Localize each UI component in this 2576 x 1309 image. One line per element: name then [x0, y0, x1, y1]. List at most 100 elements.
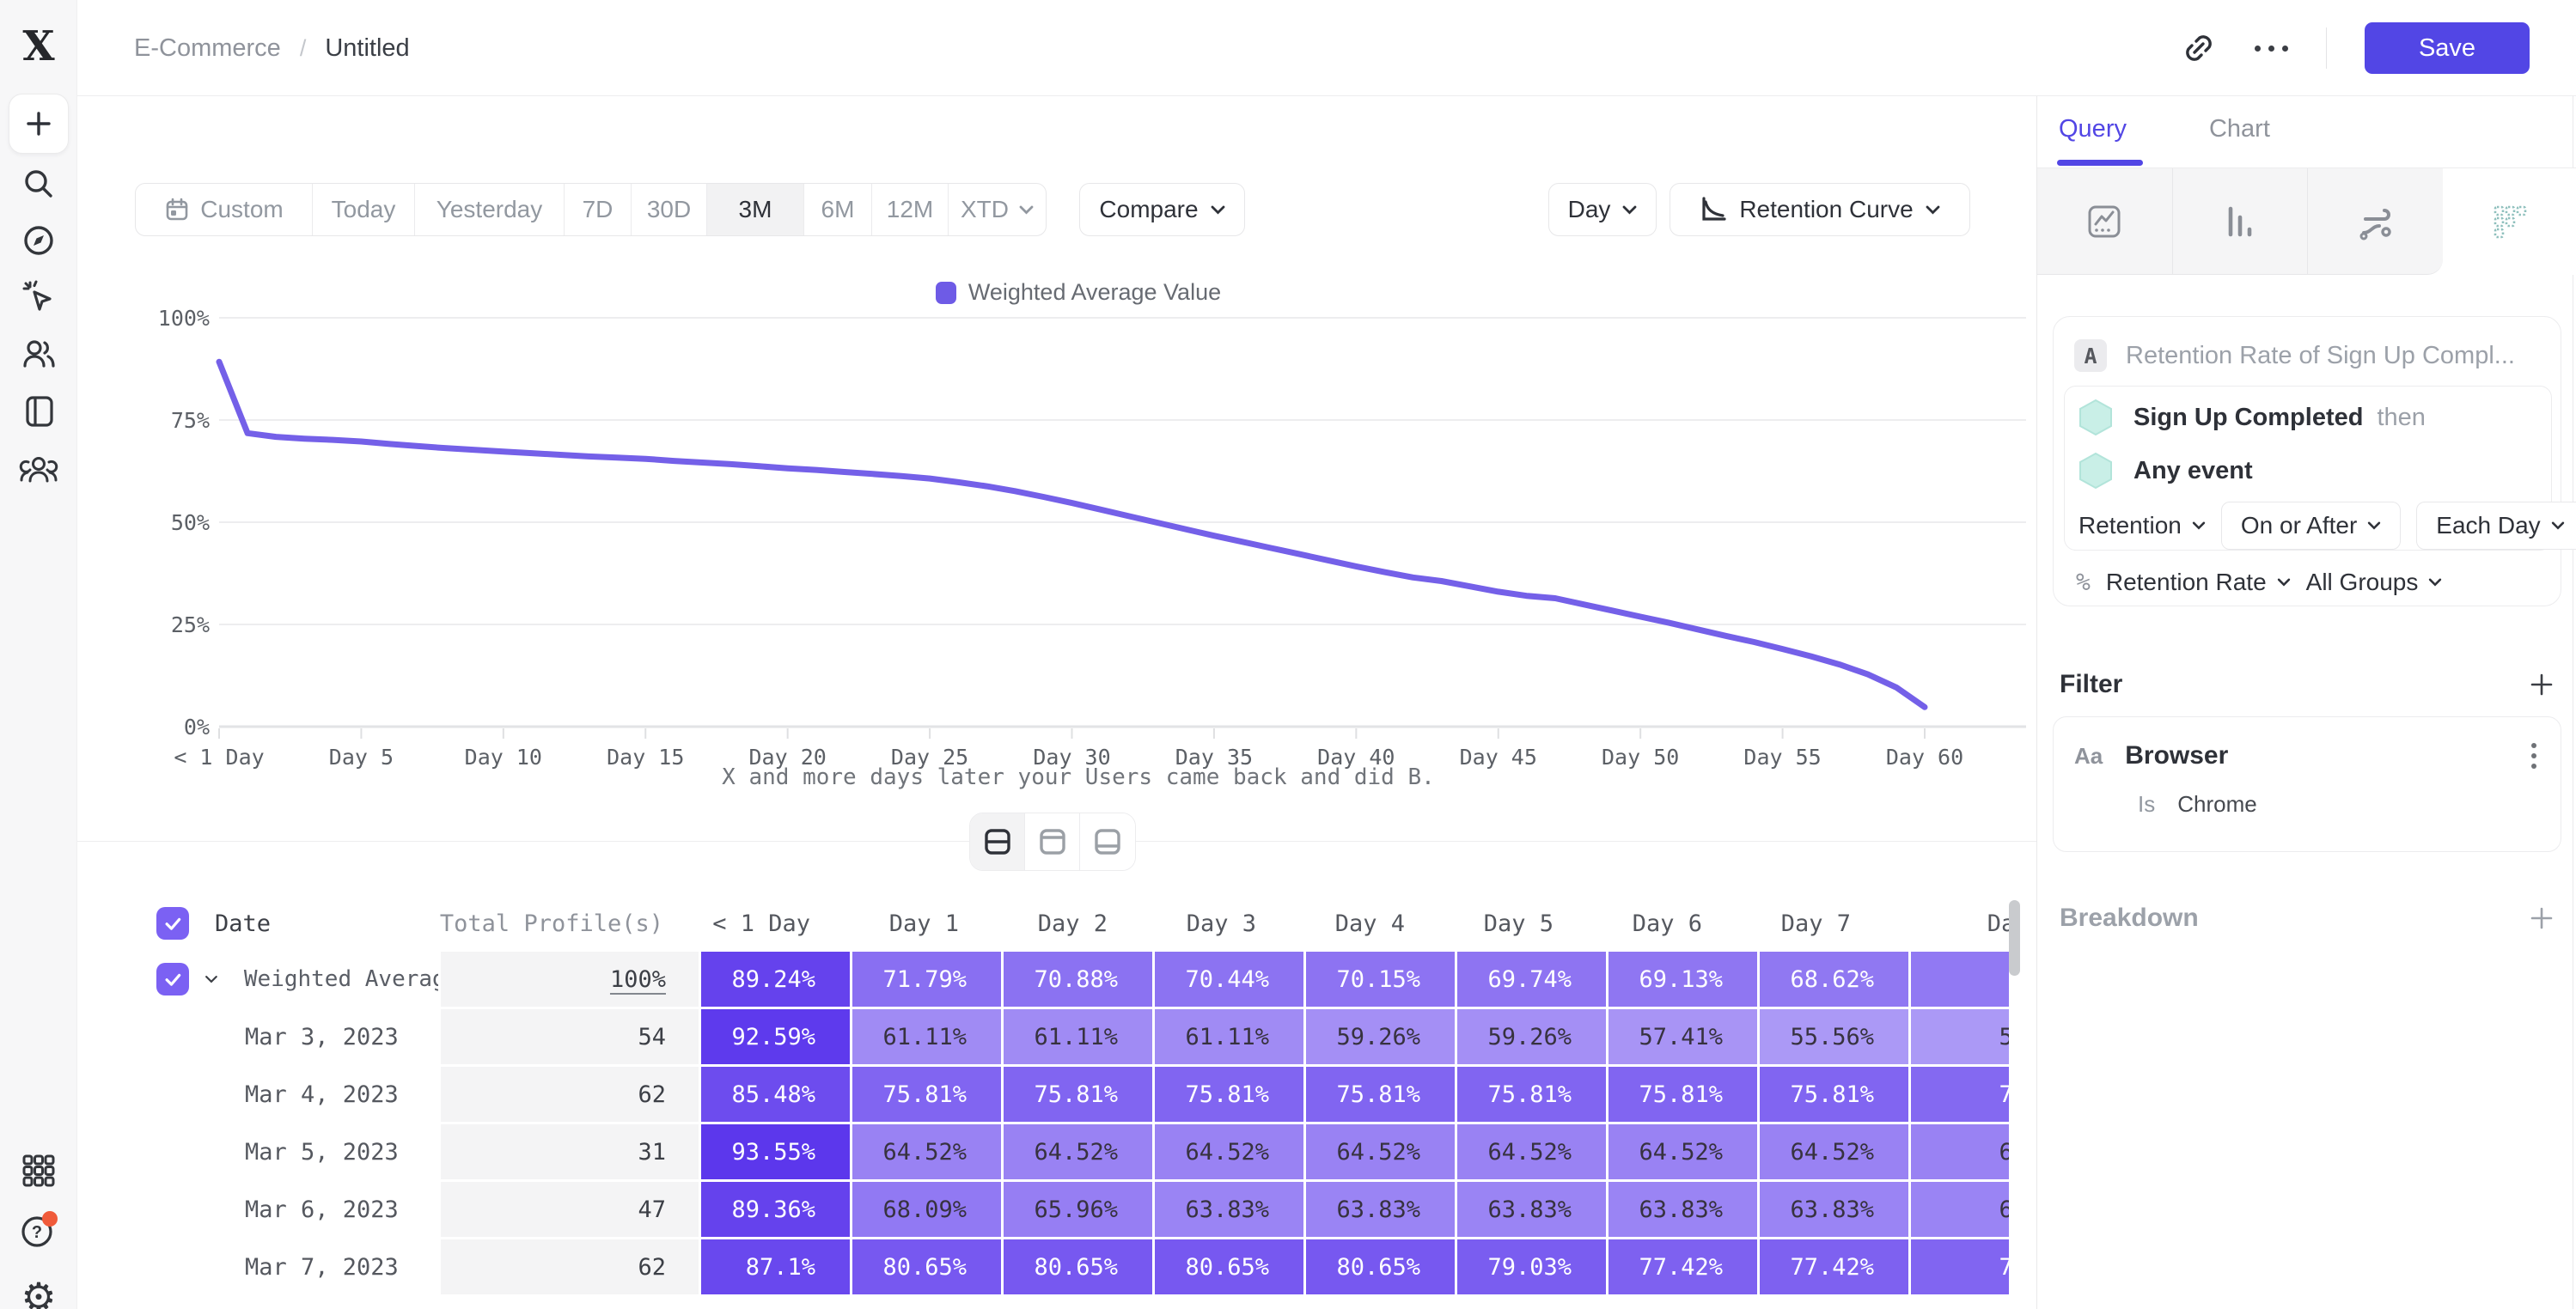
date-cell: Mar 4, 2023: [129, 1067, 438, 1122]
retention-value-cell: 89.36%: [701, 1182, 850, 1237]
breakdown-section-title: Breakdown: [2060, 904, 2199, 932]
search-icon: [25, 170, 52, 198]
groups-dropdown[interactable]: All Groups: [2306, 569, 2443, 596]
filter-section-title: Filter: [2060, 670, 2123, 698]
tab-query[interactable]: Query: [2059, 115, 2127, 143]
tabs-divider: [2037, 167, 2576, 168]
split-view-toggle[interactable]: [970, 813, 1025, 870]
table-only-view-toggle[interactable]: [1080, 813, 1135, 870]
retention-value-cell: 75.81%: [1004, 1067, 1152, 1122]
retention-value-cell: 75.81%: [1155, 1067, 1303, 1122]
chart-type-dropdown[interactable]: Retention Curve: [1670, 183, 1970, 236]
range-12m[interactable]: 12M: [872, 184, 949, 235]
range-6m[interactable]: 6M: [804, 184, 872, 235]
vertical-scrollbar[interactable]: [2009, 900, 2020, 976]
breadcrumb-separator: /: [299, 34, 307, 61]
more-options-button[interactable]: [2255, 45, 2288, 52]
events-button[interactable]: [19, 277, 58, 317]
retention-grid-tab[interactable]: [2442, 168, 2576, 275]
notification-dot: [42, 1211, 58, 1227]
range-xtd[interactable]: XTD: [949, 184, 1046, 235]
range-today[interactable]: Today: [313, 184, 415, 235]
search-button[interactable]: [21, 166, 57, 202]
range-3m[interactable]: 3M: [707, 184, 804, 235]
retention-interval-dropdown[interactable]: Each Day: [2416, 502, 2576, 550]
row-checkbox[interactable]: [156, 907, 189, 940]
insights-chart-tab[interactable]: [2037, 168, 2173, 275]
retention-value-cell: 64.52%: [1155, 1124, 1303, 1179]
retention-value-cell: 80.65%: [852, 1239, 1001, 1294]
legend-label: Weighted Average Value: [968, 279, 1222, 305]
retention-value-cell: 63.83%: [1306, 1182, 1455, 1237]
row-label: Mar 3, 2023: [245, 1023, 399, 1050]
bar-chart-icon: [2228, 206, 2252, 236]
click-spark-icon: [22, 280, 52, 311]
add-filter-button[interactable]: [2529, 672, 2555, 697]
retention-value-cell: 64.52%: [1457, 1124, 1606, 1179]
reports-button[interactable]: [21, 393, 57, 429]
range-custom[interactable]: Custom: [136, 184, 313, 235]
retention-value-cell: 80.65%: [1004, 1239, 1152, 1294]
row-checkbox[interactable]: [156, 963, 189, 995]
filter-operator[interactable]: Is: [2138, 791, 2156, 817]
filter-field-name[interactable]: Browser: [2125, 741, 2229, 770]
chart-only-view-toggle[interactable]: [1025, 813, 1080, 870]
retention-mode-dropdown[interactable]: Retention: [2079, 512, 2206, 539]
cohorts-button[interactable]: [18, 452, 59, 488]
profiles-button[interactable]: [20, 335, 58, 373]
expand-chevron-icon[interactable]: [204, 973, 218, 985]
retention-value-cell: 61.11%: [1004, 1009, 1152, 1064]
retention-value-cell: 63.83%: [1457, 1182, 1606, 1237]
people-group-icon: [19, 457, 58, 483]
metric-dropdown[interactable]: Retention Rate: [2106, 569, 2291, 596]
event-hexagon-icon: [2079, 399, 2112, 436]
event-b-row[interactable]: Any event: [2065, 448, 2551, 493]
chevron-down-icon: [2277, 578, 2290, 587]
filter-card[interactable]: Aa Browser Is Chrome: [2053, 716, 2561, 852]
add-breakdown-button[interactable]: [2529, 905, 2555, 931]
x-tick-label: Day 55: [1743, 745, 1821, 770]
date-cell: Mar 7, 2023: [129, 1239, 438, 1294]
compare-button[interactable]: Compare: [1079, 183, 1245, 236]
retention-window-dropdown[interactable]: On or After: [2220, 502, 2402, 550]
percent-sign: %: [2076, 568, 2091, 596]
range-yesterday[interactable]: Yesterday: [415, 184, 565, 235]
query-title[interactable]: Retention Rate of Sign Up Compl...: [2126, 341, 2515, 369]
tab-chart[interactable]: Chart: [2208, 115, 2270, 143]
retention-value-cell: 55.56%: [1911, 1009, 2009, 1064]
apps-button[interactable]: [21, 1153, 57, 1189]
active-tab-underline: [2057, 160, 2143, 166]
top-bar: E-Commerce / Untitled Save: [77, 0, 2576, 96]
event-a-row[interactable]: Sign Up Completed then: [2065, 395, 2551, 440]
settings-button[interactable]: ⚙: [21, 1277, 56, 1309]
chart-only-view-icon: [1039, 829, 1065, 855]
help-button[interactable]: ?: [18, 1209, 59, 1251]
flow-chart-tab[interactable]: [2308, 168, 2443, 275]
y-tick-label: 25%: [171, 612, 210, 637]
x-tick-label: Day 20: [749, 745, 827, 770]
share-link-icon[interactable]: [2181, 30, 2217, 66]
granularity-dropdown[interactable]: Day: [1548, 183, 1657, 236]
range-7d[interactable]: 7D: [565, 184, 632, 235]
column-header: < 1 Day: [712, 910, 810, 937]
breadcrumb-workspace[interactable]: E-Commerce: [134, 33, 281, 62]
bar-chart-tab[interactable]: [2172, 168, 2308, 275]
row-label: Mar 4, 2023: [245, 1081, 399, 1108]
table-only-view-icon: [1095, 829, 1120, 855]
filter-value[interactable]: Chrome: [2177, 791, 2257, 817]
retention-value-cell: 68.09%: [852, 1182, 1001, 1237]
date-range-segmented-control: Custom Today Yesterday 7D 30D 3M 6M 12M XTD: [135, 183, 1047, 236]
retention-value-cell: 77.42%: [1760, 1239, 1908, 1294]
range-30d[interactable]: 30D: [632, 184, 707, 235]
save-button[interactable]: Save: [2365, 22, 2530, 74]
column-header: Day 8: [1987, 910, 2009, 937]
retention-value-cell: 70.15%: [1306, 952, 1455, 1007]
retention-value-cell: 68.62%: [1760, 952, 1908, 1007]
explore-button[interactable]: [21, 222, 57, 259]
new-report-button[interactable]: [9, 94, 69, 154]
column-header: Total Profile(s): [439, 910, 663, 937]
x-tick-label: Day 40: [1317, 745, 1395, 770]
retention-value-cell: 87.1%: [701, 1239, 850, 1294]
filter-menu-button[interactable]: [2528, 740, 2540, 772]
breadcrumb-report-title[interactable]: Untitled: [325, 33, 410, 62]
